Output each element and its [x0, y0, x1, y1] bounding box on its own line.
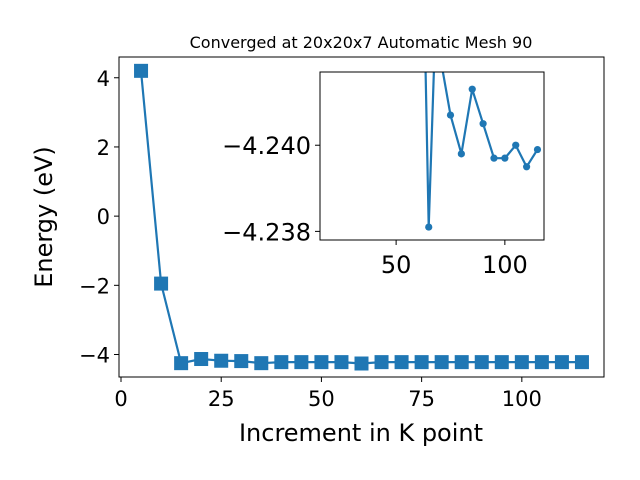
inset-x-tick-label: 100 — [482, 251, 528, 279]
main-data-point — [414, 355, 429, 370]
main-x-tick-label: 0 — [114, 387, 127, 411]
inset-x-tick-label: 50 — [381, 251, 412, 279]
main-y-tick-label: −2 — [79, 274, 110, 298]
main-data-point — [474, 355, 489, 370]
main-data-point — [134, 63, 149, 78]
main-data-point — [374, 355, 389, 370]
main-x-tick-label: 50 — [308, 387, 335, 411]
main-data-point — [494, 355, 509, 370]
inset-plot-frame — [319, 71, 545, 241]
main-data-point — [314, 355, 329, 370]
inset-data-point — [490, 154, 498, 162]
inset-data-point — [479, 120, 487, 128]
main-y-ticks: 4 2 0 −2 −4 — [79, 67, 119, 368]
inset-y-ticks: −4.240 −4.238 — [222, 132, 320, 246]
x-axis-label: Increment in K point — [239, 419, 483, 447]
inset-data-point — [446, 111, 455, 119]
main-plot: 0 25 50 75 100 4 2 0 −2 −4 — [79, 56, 605, 411]
main-x-ticks: 0 25 50 75 100 — [114, 377, 542, 411]
y-axis-label: Energy (eV) — [30, 146, 58, 288]
main-data-point — [534, 355, 549, 370]
inset-series-markers — [421, 8, 542, 231]
main-data-point — [354, 356, 369, 371]
inset-data-point — [523, 163, 531, 171]
inset-y-tick-label: −4.238 — [222, 218, 311, 246]
main-data-point — [554, 355, 569, 370]
main-y-tick-label: 2 — [97, 136, 110, 160]
main-plot-frame — [118, 56, 605, 378]
main-y-tick-label: 0 — [97, 205, 110, 229]
main-data-point — [514, 355, 529, 370]
inset-data-point — [425, 223, 433, 231]
inset-data-point — [421, 8, 428, 15]
inset-data-point — [501, 154, 509, 162]
inset-y-tick-label: −4.240 — [222, 132, 311, 160]
inset-data-point — [468, 85, 476, 93]
main-data-point — [254, 356, 269, 371]
chart-title: Converged at 20x20x7 Automatic Mesh 90 — [190, 33, 533, 52]
main-data-point — [574, 355, 589, 370]
main-data-point — [454, 355, 469, 370]
inset-x-ticks: 50 100 — [381, 240, 528, 279]
main-y-tick-label: −4 — [79, 344, 110, 368]
main-x-tick-label: 25 — [208, 387, 235, 411]
main-data-point — [434, 355, 449, 370]
main-data-point — [234, 354, 249, 369]
main-data-point — [194, 352, 209, 367]
main-data-point — [274, 355, 289, 370]
main-data-point — [154, 276, 169, 291]
main-x-tick-label: 100 — [502, 387, 542, 411]
main-data-point — [214, 353, 229, 368]
inset-data-point — [533, 145, 542, 154]
main-data-point — [294, 355, 309, 370]
main-data-point — [174, 356, 189, 371]
inset-plot: 50 100 −4.240 −4.238 — [222, 8, 545, 279]
main-x-tick-label: 75 — [408, 387, 435, 411]
inset-series-line — [424, 72, 539, 228]
inset-data-point — [432, 25, 439, 32]
main-series-markers — [134, 63, 589, 371]
inset-data-point — [457, 150, 465, 158]
main-data-point — [394, 355, 409, 370]
main-data-point — [334, 355, 349, 370]
main-y-tick-label: 4 — [97, 67, 110, 91]
inset-data-point — [512, 141, 520, 149]
